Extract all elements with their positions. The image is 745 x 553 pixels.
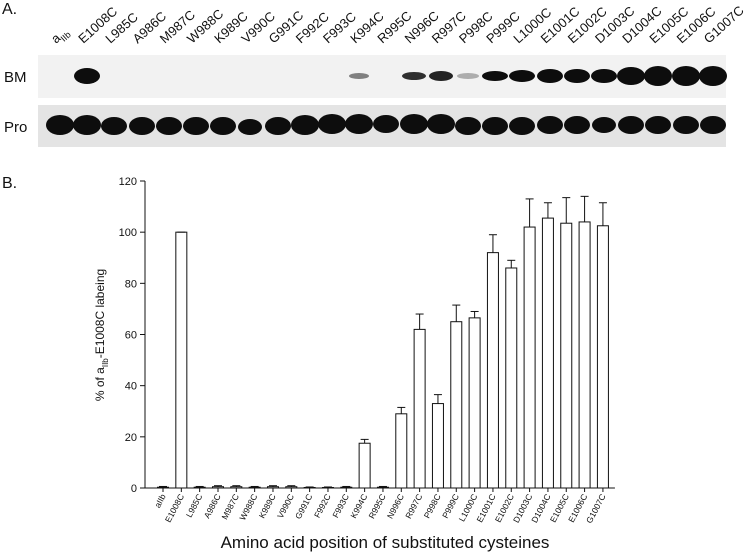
bar bbox=[541, 217, 554, 489]
error-bar bbox=[507, 259, 516, 268]
panel-label: A. bbox=[2, 1, 17, 18]
error-bar bbox=[213, 485, 222, 487]
x-tick-label: R997C bbox=[403, 492, 424, 520]
row-label: BM bbox=[4, 69, 27, 86]
y-tick-label: 100 bbox=[119, 227, 137, 239]
panel-label: B. bbox=[2, 175, 17, 192]
x-axis-label: Amino acid position of substituted cyste… bbox=[221, 533, 550, 552]
error-bar bbox=[433, 394, 442, 404]
bar bbox=[450, 321, 463, 489]
error-bar bbox=[268, 485, 277, 487]
error-bar bbox=[452, 304, 461, 322]
y-tick-label: 60 bbox=[125, 330, 137, 342]
blot bbox=[38, 55, 727, 147]
bar bbox=[358, 442, 371, 489]
bar bbox=[395, 413, 408, 489]
error-bar bbox=[397, 406, 406, 414]
bar bbox=[193, 486, 206, 489]
error-bar bbox=[415, 313, 424, 330]
error-bar bbox=[378, 485, 387, 488]
y-axis-label-part: IIb bbox=[101, 358, 110, 367]
lane-label-part: IIb bbox=[59, 29, 73, 43]
error-bar bbox=[305, 486, 314, 488]
bar bbox=[376, 486, 389, 489]
error-bar bbox=[580, 195, 589, 222]
x-tick-label: aIIb bbox=[152, 492, 168, 509]
y-tick-label: 80 bbox=[125, 278, 137, 290]
error-bar bbox=[159, 485, 167, 488]
bar bbox=[321, 486, 334, 489]
error-bar bbox=[598, 202, 607, 226]
bar bbox=[578, 221, 591, 489]
bar bbox=[560, 222, 573, 489]
error-bar bbox=[470, 310, 479, 318]
bar bbox=[505, 267, 518, 489]
error-bar bbox=[543, 202, 552, 219]
y-axis-label: % of aIIb-E1008C labeing bbox=[93, 269, 110, 401]
lane-label: aIIb bbox=[48, 24, 73, 49]
bar bbox=[340, 486, 353, 489]
bar bbox=[266, 486, 279, 489]
y-tick-label: 20 bbox=[125, 432, 137, 444]
y-tick-label: 120 bbox=[119, 176, 137, 188]
y-tick-label: 0 bbox=[131, 483, 137, 495]
bar bbox=[523, 226, 536, 489]
error-bar bbox=[562, 197, 571, 224]
row-label: Pro bbox=[4, 119, 27, 136]
error-bar bbox=[195, 485, 204, 488]
bar bbox=[157, 486, 169, 489]
error-bar bbox=[360, 438, 369, 444]
bar bbox=[596, 225, 609, 489]
y-tick-label: 40 bbox=[125, 381, 137, 393]
error-bar bbox=[342, 485, 351, 488]
bar bbox=[230, 486, 243, 489]
bar bbox=[431, 403, 444, 489]
y-axis-label-part: -E1008C labeing bbox=[93, 269, 107, 358]
bar bbox=[248, 486, 261, 489]
x-tick-label: G991C bbox=[293, 492, 314, 520]
y-axis-label-part: % of a bbox=[93, 367, 107, 401]
error-bar bbox=[323, 486, 332, 488]
bar bbox=[468, 317, 481, 489]
bar bbox=[413, 328, 426, 489]
error-bar bbox=[287, 485, 296, 487]
bar bbox=[211, 486, 224, 489]
bar bbox=[175, 231, 188, 489]
bar bbox=[486, 252, 499, 489]
error-bar bbox=[488, 234, 497, 253]
bar bbox=[303, 486, 316, 489]
bar bbox=[285, 486, 298, 489]
error-bar bbox=[232, 485, 241, 487]
error-bar bbox=[525, 198, 534, 228]
error-bar bbox=[250, 485, 259, 488]
